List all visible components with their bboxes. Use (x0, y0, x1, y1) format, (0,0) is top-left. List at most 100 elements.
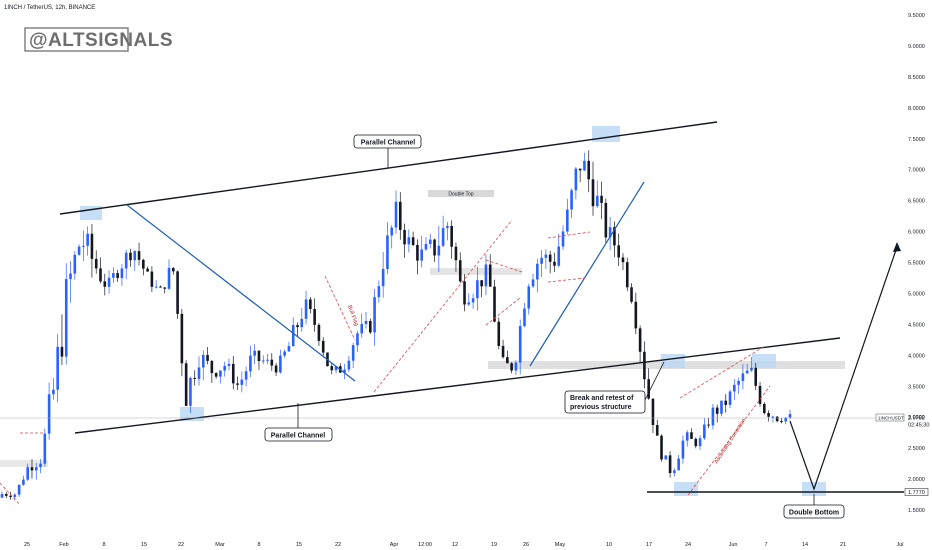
candle-up (595, 195, 599, 207)
channel-bottom-line[interactable] (74, 337, 841, 434)
candle-down (231, 363, 235, 384)
candle-up (43, 433, 47, 464)
time-tick-label: 25 (24, 542, 30, 548)
candle-up (334, 366, 338, 371)
candle-up (107, 277, 111, 287)
candle-up (583, 160, 586, 171)
candle-up (347, 360, 351, 370)
candle-up (608, 227, 612, 238)
symbol-tag (875, 413, 905, 422)
candle-up (69, 273, 72, 280)
time-tick-label: 10 (606, 542, 612, 548)
candle-up (737, 380, 740, 385)
price-tick-label: 5.5000 (908, 261, 925, 267)
candle-up (300, 318, 304, 328)
candle-down (330, 366, 334, 371)
callout-double-bottom: Double Bottom (783, 494, 845, 519)
candle-down (142, 259, 145, 269)
candle-up (471, 298, 475, 303)
candle-up (356, 333, 359, 346)
candle-down (493, 286, 496, 322)
candle-up (381, 269, 385, 287)
time-tick-label: 22 (178, 542, 184, 548)
price-tick-label: 8.0000 (908, 106, 925, 112)
candle-down (193, 377, 197, 379)
candle-down (274, 365, 278, 373)
candle-up (360, 324, 364, 334)
candle-up (467, 302, 471, 305)
candle-down (206, 354, 209, 361)
time-tick-label: Feb (59, 542, 68, 548)
candle-up (377, 286, 381, 298)
candle-down (176, 271, 179, 314)
candle-up (86, 233, 89, 246)
candle-up (536, 263, 539, 280)
candle-up (750, 367, 753, 371)
candle-down (163, 287, 167, 289)
candle-up (784, 417, 788, 422)
candle-down (655, 425, 659, 436)
callout-box (783, 504, 845, 519)
candle-up (681, 440, 685, 459)
candle-down (30, 467, 34, 471)
candle-down (103, 281, 107, 287)
break-retest-line2: previous structure (570, 404, 632, 411)
time-tick-label: May (555, 542, 566, 548)
descending-trend-line[interactable] (126, 204, 356, 382)
time-tick-label: 15 (141, 542, 147, 548)
candle-up (219, 370, 222, 377)
candle-down (411, 237, 415, 245)
candle-down (488, 264, 492, 287)
candle-up (287, 346, 291, 352)
candle-up (664, 455, 668, 460)
double-top-label: Double Top (448, 192, 473, 198)
candle-up (343, 369, 346, 373)
candle-up (189, 377, 192, 406)
candle-up (514, 362, 518, 371)
candle-up (557, 246, 561, 266)
time-tick-label: 8 (257, 542, 260, 548)
candle-down (625, 262, 629, 288)
candle-up (364, 320, 368, 325)
candle-up (390, 227, 394, 236)
price-tick-label: 5.0000 (908, 291, 925, 297)
break-retest-line1: Break and retest of (570, 395, 634, 402)
candle-down (321, 340, 325, 353)
candle-down (587, 160, 591, 180)
ascending-trend-line[interactable] (529, 181, 645, 367)
candle-up (266, 359, 269, 361)
callout-box (353, 134, 422, 149)
candle-down (270, 359, 274, 366)
candle-up (112, 273, 115, 278)
candle-up (745, 370, 749, 374)
channel-top-line[interactable] (59, 121, 718, 215)
candle-down (707, 424, 710, 426)
candle-up (531, 279, 535, 287)
top-zone (430, 268, 522, 275)
level-price-value: 1.7770 (908, 490, 925, 496)
candle-down (90, 233, 94, 259)
candle-down (548, 254, 552, 262)
candle-down (715, 407, 719, 414)
time-axis[interactable]: 25 Feb 8 15 22 Mar 8 15 22 Apr 12:00 12 19 26 May 10 17 2… (24, 542, 904, 548)
price-axis[interactable]: 9.5000 9.0000 8.5000 8.0000 7.5000 7.0000 6.50… (908, 13, 925, 514)
time-tick-label: Mar (215, 542, 225, 548)
candle-down (780, 421, 783, 423)
candle-up (527, 286, 531, 309)
candle-up (34, 467, 38, 471)
candle-up (677, 458, 680, 471)
candle-up (570, 190, 573, 210)
time-tick-label: 26 (523, 542, 529, 548)
current-price-badge: 1INCHUSDT 2.9782 02:45:30 (875, 413, 929, 429)
candle-up (386, 235, 389, 270)
candle-down (454, 246, 458, 261)
time-tick-label: 22 (335, 542, 341, 548)
candle-down (758, 385, 762, 404)
candle-down (210, 360, 214, 374)
projection-path (789, 246, 898, 491)
price-tick-label: 9.0000 (908, 44, 925, 50)
double-bottom-label: Double Bottom (789, 510, 839, 517)
candle-down (621, 257, 625, 263)
candle-down (146, 268, 149, 272)
